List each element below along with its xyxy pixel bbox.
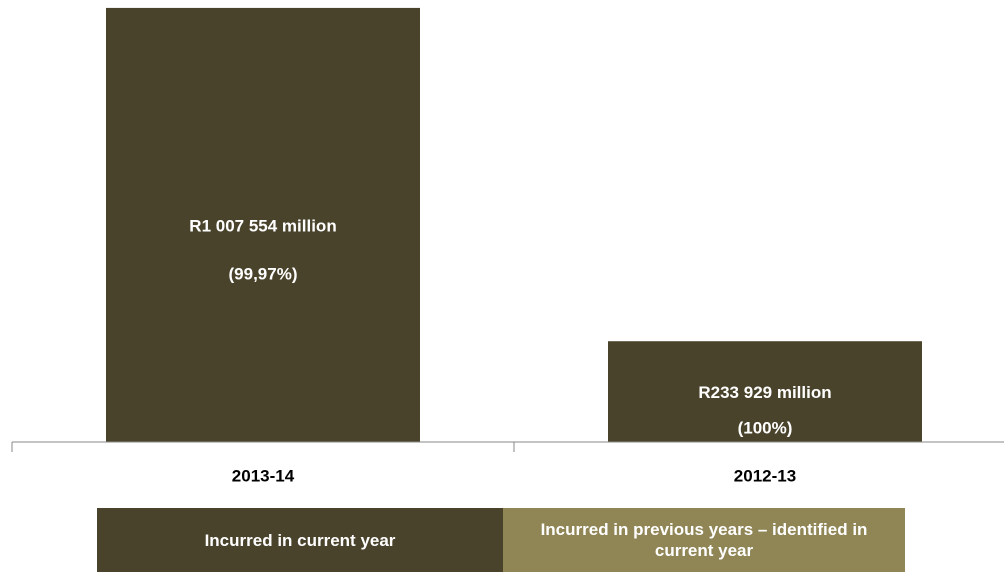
- bars-group: [106, 7, 922, 443]
- percent-label-2013-14: (99,97%): [229, 264, 298, 283]
- value-label-2013-14: R1 007 554 million: [189, 217, 336, 236]
- x-tick-label-2013-14: 2013-14: [232, 466, 295, 485]
- percent-label-2012-13: (100%): [738, 418, 793, 437]
- bar-2013-14: [106, 7, 420, 443]
- legend: Incurred in current year Incurred in pre…: [97, 508, 905, 572]
- legend-item-current-year: Incurred in current year: [97, 508, 503, 572]
- value-label-2012-13: R233 929 million: [698, 383, 831, 402]
- x-tick-labels-group: 2013-14 2012-13: [232, 466, 796, 485]
- value-labels-group: R1 007 554 million (99,97%) R233 929 milli…: [189, 217, 831, 438]
- bar-2012-13: [608, 341, 922, 442]
- legend-label-current-year: Incurred in current year: [204, 530, 396, 550]
- legend-label-previous-years: Incurred in previous years – identified …: [540, 520, 868, 560]
- legend-item-previous-years: Incurred in previous years – identified …: [503, 508, 905, 572]
- x-tick-label-2012-13: 2012-13: [734, 466, 796, 485]
